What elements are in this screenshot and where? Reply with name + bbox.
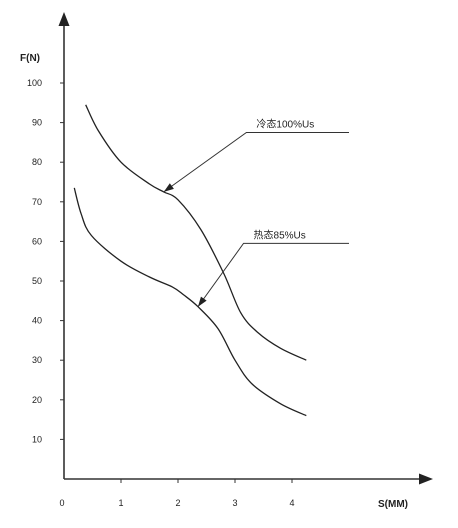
- leader-line-hot-85: [197, 242, 349, 308]
- y-axis-ticks: 10 20 30 40 50 60 70 80 90 100: [27, 78, 64, 444]
- x-tick-label: 1: [118, 498, 123, 508]
- annotation-label-cold-100: 冷态100%Us: [256, 118, 314, 131]
- y-tick-label: 10: [32, 434, 42, 444]
- x-axis-ticks: 0 1 2 3 4: [59, 479, 295, 508]
- annotation-cold-100: 冷态100%Us: [163, 118, 349, 193]
- annotation-label-hot-85: 热态85%Us: [254, 228, 306, 241]
- x-tick-label: 2: [175, 498, 180, 508]
- x-axis-title: S(MM): [378, 499, 408, 510]
- leader-arrowhead-cold-100: [163, 183, 174, 192]
- series-line-cold-100: [85, 104, 307, 361]
- y-tick-label: 30: [32, 355, 42, 365]
- x-axis-arrowhead: [419, 473, 433, 485]
- y-axis-arrowhead: [58, 12, 70, 26]
- plot-area: F(N) S(MM) 10 20 30 40 50 60 70 80 90 100 0 1 2 3 4 冷…: [20, 12, 433, 510]
- annotation-hot-85: 热态85%Us: [197, 228, 349, 308]
- y-tick-label: 60: [32, 236, 42, 246]
- y-tick-label: 40: [32, 316, 42, 326]
- y-tick-label: 100: [27, 78, 42, 88]
- x-tick-label: 0: [59, 498, 64, 508]
- y-tick-label: 90: [32, 118, 42, 128]
- x-tick-label: 3: [232, 498, 237, 508]
- leader-arrowhead-hot-85: [197, 296, 207, 307]
- y-tick-label: 80: [32, 157, 42, 167]
- y-axis-title: F(N): [20, 53, 40, 64]
- y-tick-label: 70: [32, 197, 42, 207]
- leader-line-cold-100: [163, 132, 349, 193]
- x-tick-label: 4: [289, 498, 294, 508]
- series-line-hot-85: [73, 187, 307, 417]
- y-tick-label: 20: [32, 395, 42, 405]
- y-tick-label: 50: [32, 276, 42, 286]
